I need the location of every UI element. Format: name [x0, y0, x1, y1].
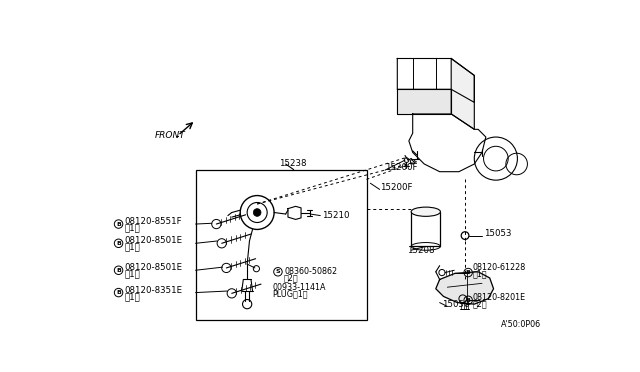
Polygon shape	[397, 58, 474, 102]
Text: （1）: （1）	[125, 270, 140, 279]
Text: S: S	[276, 269, 280, 274]
Polygon shape	[451, 58, 474, 129]
Polygon shape	[397, 89, 451, 114]
Text: B: B	[116, 222, 121, 227]
Polygon shape	[409, 114, 486, 172]
Polygon shape	[436, 272, 493, 304]
Text: 08120-8551F: 08120-8551F	[125, 217, 182, 226]
Text: 15210: 15210	[322, 211, 349, 220]
Bar	[411, 212, 440, 246]
Text: （2）: （2）	[473, 299, 488, 308]
Text: 15200F: 15200F	[385, 163, 417, 172]
Text: 15238: 15238	[280, 160, 307, 169]
Text: （1）: （1）	[125, 292, 140, 301]
Text: 08120-8501E: 08120-8501E	[125, 263, 183, 272]
Text: 08120-8201E: 08120-8201E	[473, 293, 526, 302]
Text: A'50:0P06: A'50:0P06	[501, 320, 541, 330]
Text: B: B	[466, 298, 470, 303]
Text: FRONT: FRONT	[155, 131, 186, 140]
Text: （1）: （1）	[125, 224, 140, 232]
Text: 15050: 15050	[442, 301, 470, 310]
Bar	[196, 170, 367, 320]
Text: 00933-1141A: 00933-1141A	[273, 283, 326, 292]
Text: PLUG（1）: PLUG（1）	[273, 290, 308, 299]
Text: 15208: 15208	[406, 246, 434, 255]
Text: 15053: 15053	[484, 229, 511, 238]
Text: 08360-50862: 08360-50862	[284, 267, 337, 276]
Text: 15200F: 15200F	[380, 183, 412, 192]
Text: （1）: （1）	[473, 270, 487, 279]
Text: B: B	[116, 241, 121, 246]
Circle shape	[253, 209, 261, 217]
Text: （2）: （2）	[284, 273, 299, 282]
Ellipse shape	[411, 207, 440, 217]
Text: 08120-61228: 08120-61228	[473, 263, 526, 272]
Text: B: B	[116, 290, 121, 295]
Text: 08120-8351E: 08120-8351E	[125, 286, 183, 295]
Text: 08120-8501E: 08120-8501E	[125, 237, 183, 246]
Text: （1）: （1）	[125, 243, 140, 251]
Text: B: B	[116, 268, 121, 273]
Text: B: B	[466, 270, 470, 275]
